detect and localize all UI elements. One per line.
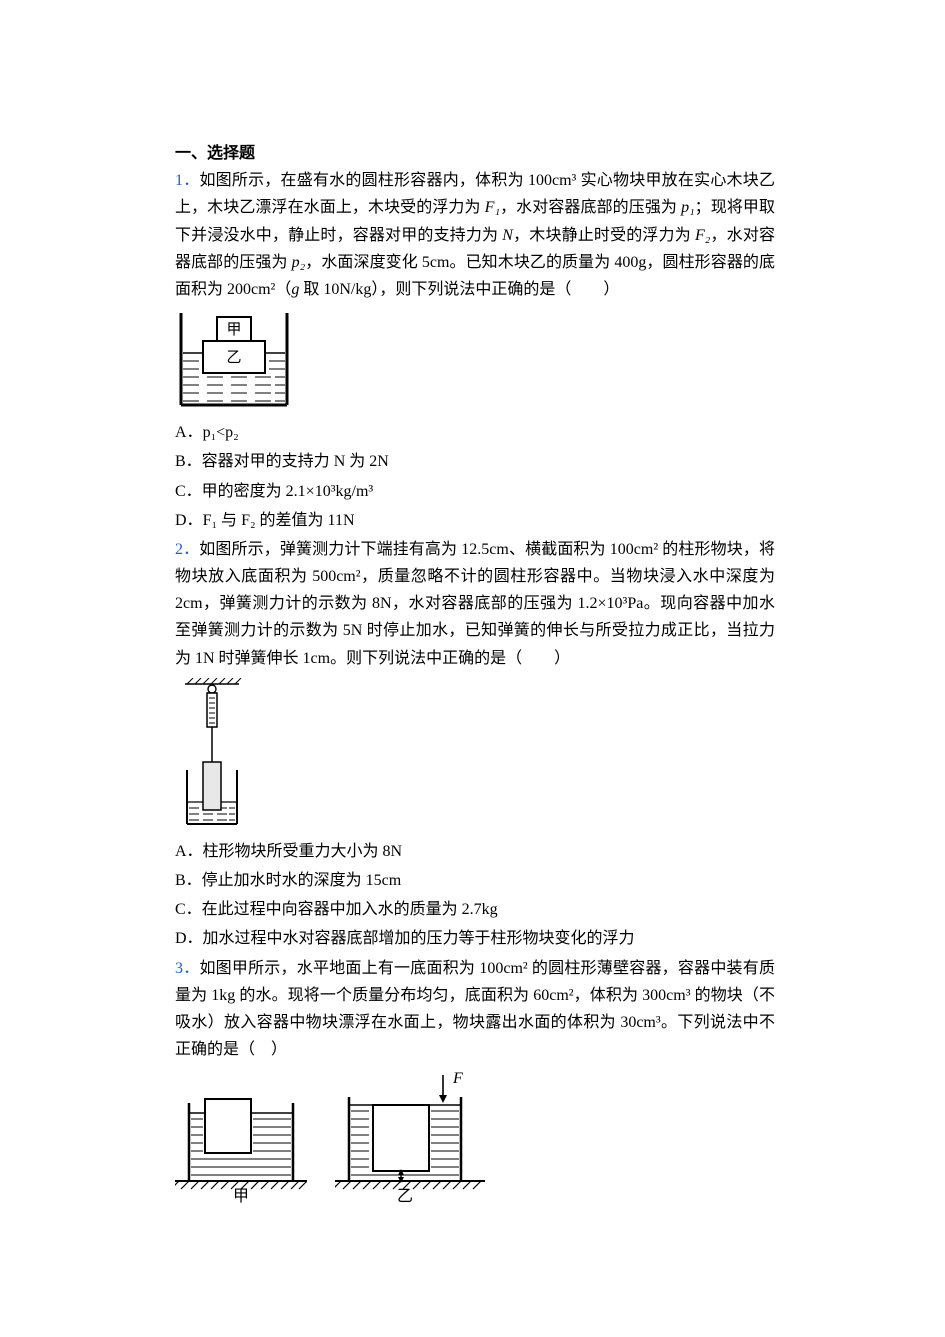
fig1-yi-label: 乙 [226,350,241,366]
q1-option-b: B．容器对甲的支持力 N 为 2N [175,448,775,475]
fig3-jia-label: 甲 [233,1188,249,1203]
fig3-F-label: F [452,1070,463,1087]
q1-optD-prefix: D． [175,512,203,529]
figure-3: 甲 [175,1069,775,1203]
q1-option-d: D．F₁ 与 F₂ 的差值为 11N [175,507,775,534]
document-page: 一、选择题 1．如图所示，在盛有水的圆柱形容器内，体积为 100cm³ 实心物块… [0,0,945,1253]
q1-text-g: 取 10N/kg），则下列说法中正确的是（ ） [299,281,619,298]
q1-optD-mid: 与 [217,512,241,529]
q1-optD-F1: F₁ [203,512,217,529]
question-number-3: 3． [175,960,199,977]
q1-optA-prefix: A． [175,424,203,441]
q1-optA-p2: p₂ [225,424,239,441]
q2-option-c: C．在此过程中向容器中加入水的质量为 2.7kg [175,896,775,923]
figure-1: 乙 甲 [175,309,775,409]
figure-2 [175,678,775,828]
q1-N: N [502,227,513,244]
q1-optA-lt: < [216,424,225,441]
q1-p1: p₁ [681,199,695,216]
q1-optB-text: B．容器对甲的支持力 [175,453,330,470]
q1-p2: p₂ [292,254,306,271]
question-number-1: 1． [175,172,199,189]
q1-option-c: C．甲的密度为 2.1×10³kg/m³ [175,478,775,505]
question-2: 2．如图所示，弹簧测力计下端挂有高为 12.5cm、横截面积为 100cm² 的… [175,536,775,672]
q1-optB-N: N [334,453,346,470]
fig1-jia-label: 甲 [226,322,241,338]
q1-optB-after: 为 2N [345,453,389,470]
q1-option-a: A．p₁<p₂ [175,419,775,446]
section-header: 一、选择题 [175,140,775,167]
q1-F1: F₁ [485,199,500,216]
q1-F2: F₂ [695,227,710,244]
q1-optA-p1: p₁ [203,424,217,441]
q3-text: 如图甲所示，水平地面上有一底面积为 100cm² 的圆柱形薄壁容器，容器中装有质… [175,960,775,1059]
q2-option-d: D．加水过程中水对容器底部增加的压力等于柱形物块变化的浮力 [175,925,775,952]
q1-text-b: ，水对容器底部的压强为 [500,199,677,216]
q2-option-a: A．柱形物块所受重力大小为 8N [175,838,775,865]
fig3-yi-label: 乙 [397,1188,413,1203]
question-1: 1．如图所示，在盛有水的圆柱形容器内，体积为 100cm³ 实心物块甲放在实心木… [175,167,775,303]
question-3: 3．如图甲所示，水平地面上有一底面积为 100cm² 的圆柱形薄壁容器，容器中装… [175,955,775,1064]
q1-optD-F2: F₂ [241,512,255,529]
question-number-2: 2． [175,541,199,558]
q2-text: 如图所示，弹簧测力计下端挂有高为 12.5cm、横截面积为 100cm² 的柱形… [175,541,775,667]
q2-option-b: B．停止加水时水的深度为 15cm [175,867,775,894]
q1-optD-after: 的差值为 11N [256,512,355,529]
q1-text-d: ，木块静止时受的浮力为 [513,227,691,244]
